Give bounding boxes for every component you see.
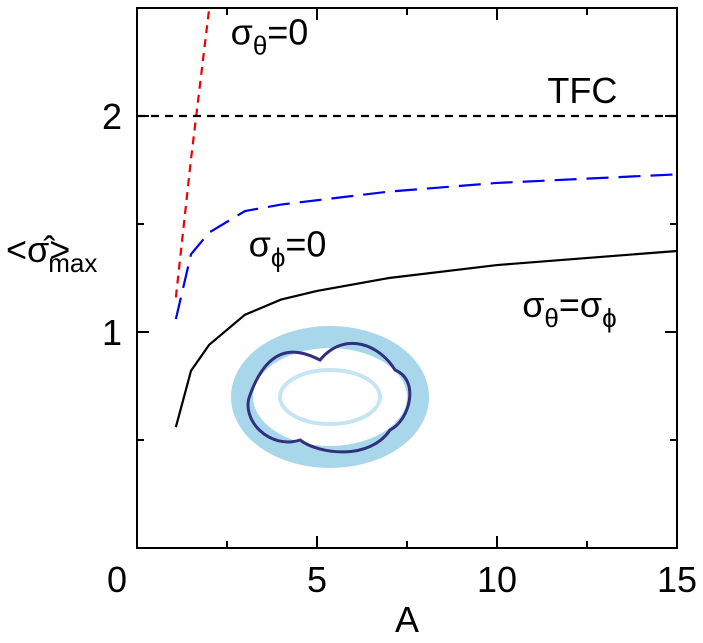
x-axis-label: A bbox=[395, 599, 419, 640]
x-tick-label: 0 bbox=[107, 559, 127, 600]
annotation-part: σ bbox=[231, 12, 253, 53]
annotation-part: =0 bbox=[285, 223, 326, 264]
annotation-part: =0 bbox=[267, 12, 308, 53]
annotation-part: =σ bbox=[559, 284, 602, 325]
torus-illustration bbox=[231, 326, 429, 468]
plot-frame bbox=[136, 7, 678, 549]
annotation: σϕ=0 bbox=[249, 223, 327, 272]
annotation-part: σ bbox=[522, 284, 544, 325]
annotation: TFC bbox=[547, 70, 617, 111]
y-axis-label-main: <σ̂> bbox=[6, 229, 70, 270]
y-tick-label: 1 bbox=[102, 312, 122, 353]
y-tick-label: 2 bbox=[102, 96, 122, 137]
annotation: σθ=σϕ bbox=[522, 284, 617, 333]
annotation-part: ϕ bbox=[271, 242, 286, 272]
y-axis-label-sub: max bbox=[48, 248, 97, 278]
y-axis-label: <σ̂>max bbox=[6, 229, 97, 278]
annotation-part: θ bbox=[253, 31, 267, 61]
x-tick-label: 15 bbox=[657, 559, 697, 600]
x-tick-label: 5 bbox=[307, 559, 327, 600]
curve bbox=[174, 173, 678, 320]
annotation-part: ϕ bbox=[602, 303, 617, 333]
curve bbox=[174, 249, 678, 428]
annotation-part: TFC bbox=[547, 70, 617, 111]
annotation: σθ=0 bbox=[231, 12, 309, 61]
x-tick-label: 10 bbox=[477, 559, 517, 600]
annotation-part: θ bbox=[544, 303, 558, 333]
curve bbox=[174, 10, 211, 298]
annotation-part: σ bbox=[249, 223, 271, 264]
